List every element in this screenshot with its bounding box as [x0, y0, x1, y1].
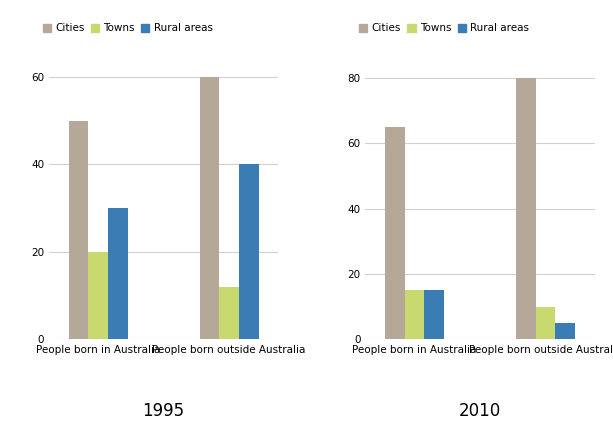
Bar: [516, 78, 536, 339]
Text: 1995: 1995: [143, 402, 185, 420]
Legend: Cities, Towns, Rural areas: Cities, Towns, Rural areas: [359, 23, 529, 33]
Bar: [385, 127, 405, 339]
Bar: [219, 287, 239, 339]
Bar: [200, 77, 219, 339]
Bar: [405, 290, 424, 339]
Bar: [88, 252, 108, 339]
Bar: [239, 165, 259, 339]
Bar: [424, 290, 444, 339]
Bar: [536, 307, 555, 339]
Bar: [108, 208, 128, 339]
Legend: Cities, Towns, Rural areas: Cities, Towns, Rural areas: [43, 23, 213, 33]
Bar: [555, 323, 575, 339]
Bar: [69, 121, 88, 339]
Text: 2010: 2010: [459, 402, 501, 420]
